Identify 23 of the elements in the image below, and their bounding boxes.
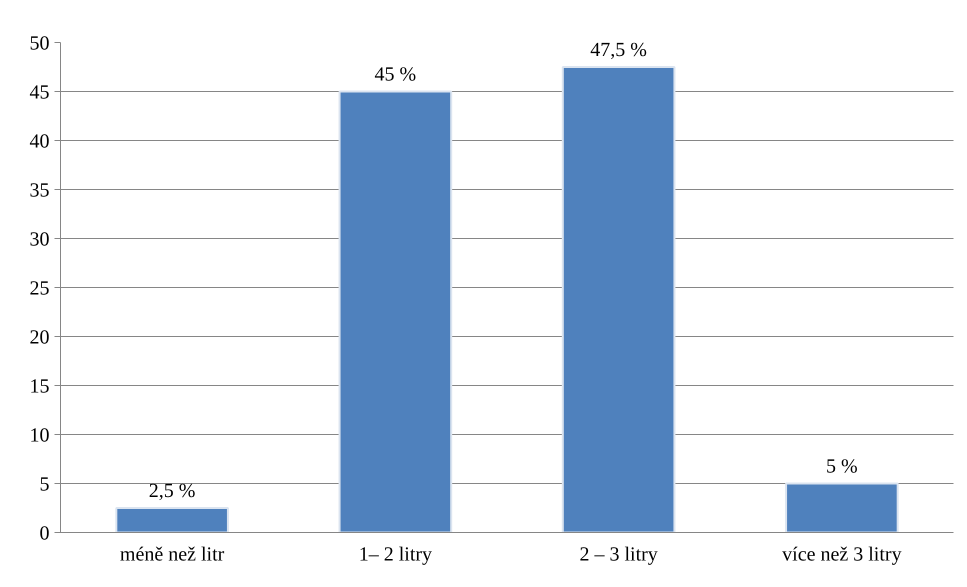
bar bbox=[115, 507, 229, 532]
data-label: 5 % bbox=[826, 456, 858, 478]
data-label: 2,5 % bbox=[148, 480, 196, 502]
x-tick-label: více než 3 litry bbox=[782, 544, 902, 566]
y-tick-label: 35 bbox=[30, 180, 50, 202]
data-label: 47,5 % bbox=[590, 39, 647, 61]
y-tick-label: 45 bbox=[30, 82, 50, 104]
y-tick-label: 5 bbox=[40, 474, 50, 496]
bar bbox=[785, 482, 899, 532]
y-tick-label: 20 bbox=[30, 326, 50, 348]
y-tick-label: 15 bbox=[30, 376, 50, 398]
bar bbox=[338, 90, 452, 532]
y-tick-label: 0 bbox=[40, 522, 50, 544]
y-tick-label: 50 bbox=[30, 32, 50, 54]
bar bbox=[562, 66, 676, 532]
y-tick-label: 25 bbox=[30, 278, 50, 300]
x-tick-label: 2 – 3 litry bbox=[579, 544, 658, 566]
x-tick-label: 1– 2 litry bbox=[358, 544, 432, 566]
y-tick-label: 40 bbox=[30, 130, 50, 152]
x-tick-label: méně než litr bbox=[120, 544, 225, 566]
y-tick-label: 30 bbox=[30, 228, 50, 250]
y-tick-label: 10 bbox=[30, 424, 50, 446]
data-label: 45 % bbox=[374, 64, 416, 86]
